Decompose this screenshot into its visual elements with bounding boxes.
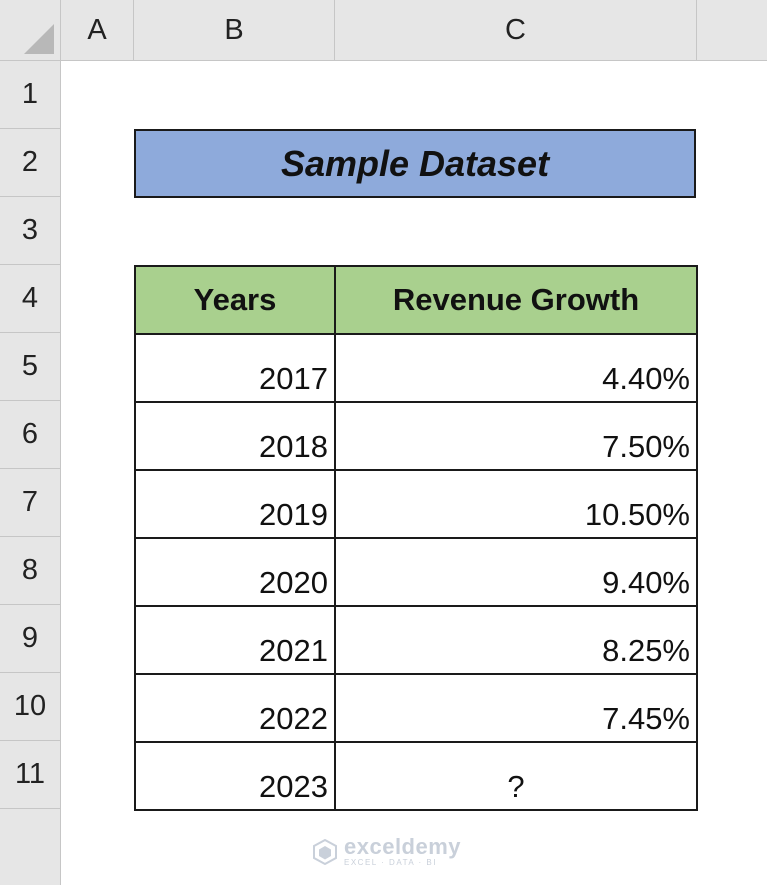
row-header-3[interactable]: 3 <box>0 197 60 265</box>
row-header-6[interactable]: 6 <box>0 401 60 469</box>
table-row: 2020 9.40% <box>134 537 698 607</box>
data-table: Years Revenue Growth 2017 4.40% 2018 7.5… <box>134 265 698 811</box>
header-revenue-growth[interactable]: Revenue Growth <box>334 265 698 335</box>
row-header-9[interactable]: 9 <box>0 605 60 673</box>
exceldemy-watermark: exceldemy EXCEL · DATA · BI <box>312 836 461 867</box>
table-row: 2018 7.50% <box>134 401 698 471</box>
select-all-corner[interactable] <box>0 0 61 61</box>
column-headers: A B C <box>61 0 767 61</box>
column-header-b[interactable]: B <box>134 0 335 60</box>
row-header-8[interactable]: 8 <box>0 537 60 605</box>
row-header-11[interactable]: 11 <box>0 741 60 809</box>
table-row: 2021 8.25% <box>134 605 698 675</box>
year-cell[interactable]: 2022 <box>134 673 336 743</box>
growth-cell-unknown[interactable]: ? <box>334 741 698 811</box>
growth-cell[interactable]: 8.25% <box>334 605 698 675</box>
select-all-triangle-icon <box>24 24 54 54</box>
watermark-name: exceldemy <box>344 834 462 859</box>
growth-cell[interactable]: 7.45% <box>334 673 698 743</box>
table-row: 2022 7.45% <box>134 673 698 743</box>
row-header-2[interactable]: 2 <box>0 129 60 197</box>
exceldemy-logo-icon <box>313 838 337 865</box>
year-cell[interactable]: 2023 <box>134 741 336 811</box>
year-cell[interactable]: 2020 <box>134 537 336 607</box>
table-header-row: Years Revenue Growth <box>134 265 698 335</box>
year-cell[interactable]: 2019 <box>134 469 336 539</box>
growth-cell[interactable]: 9.40% <box>334 537 698 607</box>
row-headers: 1 2 3 4 5 6 7 8 9 10 11 <box>0 61 61 885</box>
column-header-a[interactable]: A <box>61 0 134 60</box>
row-header-7[interactable]: 7 <box>0 469 60 537</box>
title-cell[interactable]: Sample Dataset <box>134 129 696 198</box>
growth-cell[interactable]: 4.40% <box>334 333 698 403</box>
watermark-tagline: EXCEL · DATA · BI <box>344 858 437 867</box>
row-header-4[interactable]: 4 <box>0 265 60 333</box>
column-header-c[interactable]: C <box>335 0 697 60</box>
year-cell[interactable]: 2018 <box>134 401 336 471</box>
table-row: 2023 ? <box>134 741 698 811</box>
header-years[interactable]: Years <box>134 265 336 335</box>
row-header-10[interactable]: 10 <box>0 673 60 741</box>
year-cell[interactable]: 2017 <box>134 333 336 403</box>
row-header-1[interactable]: 1 <box>0 61 60 129</box>
growth-cell[interactable]: 10.50% <box>334 469 698 539</box>
year-cell[interactable]: 2021 <box>134 605 336 675</box>
table-row: 2019 10.50% <box>134 469 698 539</box>
row-header-5[interactable]: 5 <box>0 333 60 401</box>
table-row: 2017 4.40% <box>134 333 698 403</box>
growth-cell[interactable]: 7.50% <box>334 401 698 471</box>
